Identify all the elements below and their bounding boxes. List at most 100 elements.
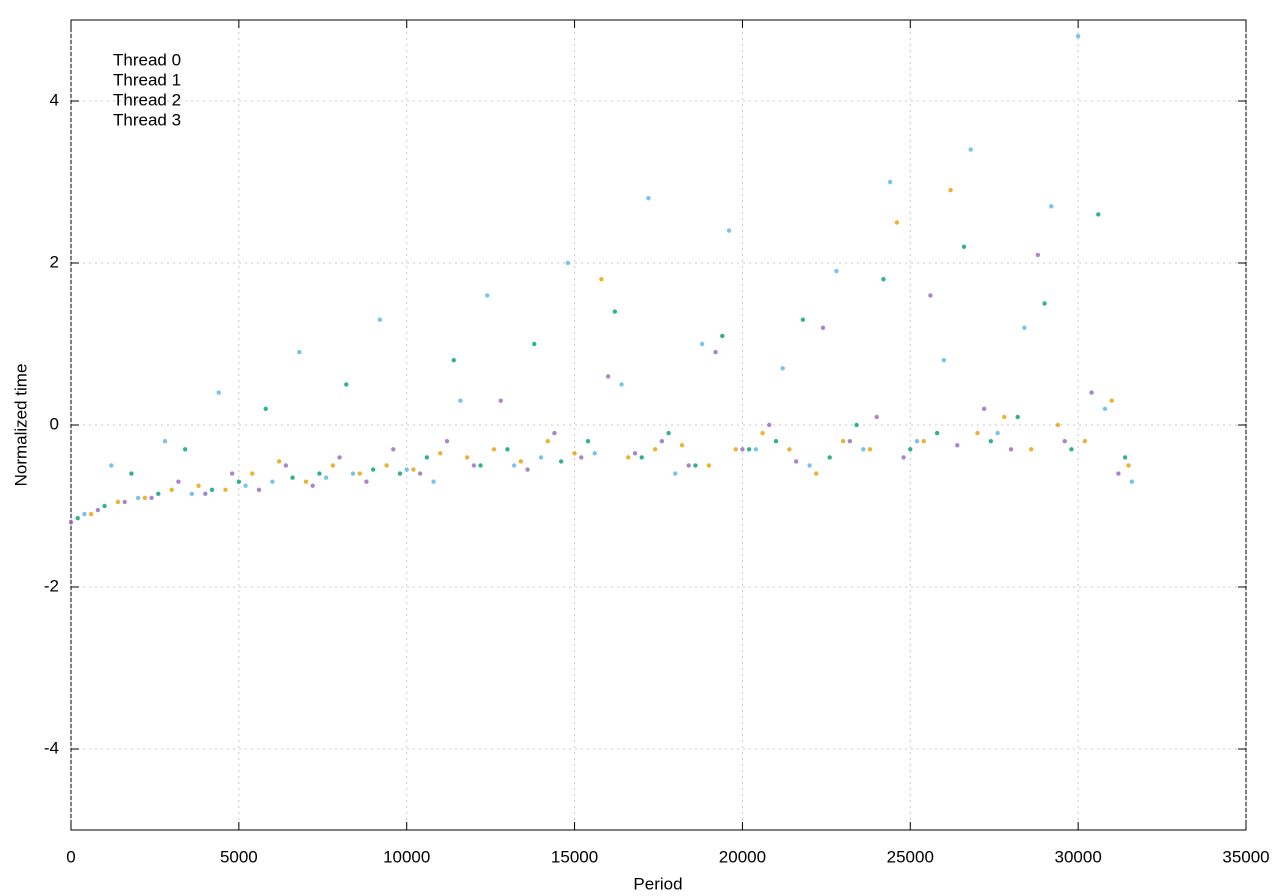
- point: [357, 471, 362, 476]
- point: [605, 374, 611, 379]
- point: [317, 471, 322, 476]
- point: [162, 439, 168, 444]
- point: [458, 398, 463, 403]
- point: [149, 495, 154, 501]
- point: [1096, 212, 1101, 217]
- y-tick-label: 4: [50, 90, 59, 109]
- point: [451, 358, 456, 363]
- point: [471, 463, 477, 468]
- point: [102, 503, 107, 509]
- point: [955, 443, 960, 448]
- point: [746, 447, 752, 452]
- point: [760, 430, 765, 436]
- point: [874, 414, 879, 420]
- point: [223, 487, 228, 492]
- point: [1126, 463, 1131, 468]
- point: [156, 491, 161, 497]
- point: [88, 511, 94, 517]
- point: [109, 463, 114, 468]
- legend-label: Thread 3: [113, 110, 181, 129]
- point: [411, 467, 416, 472]
- x-tick-label: 15000: [551, 847, 598, 866]
- point: [491, 447, 497, 452]
- point: [263, 406, 268, 411]
- point: [444, 439, 450, 444]
- point: [290, 475, 295, 480]
- point: [881, 277, 886, 282]
- point: [236, 479, 242, 484]
- point: [344, 382, 349, 387]
- point: [209, 487, 215, 492]
- point: [478, 463, 483, 468]
- point: [203, 491, 208, 497]
- point: [558, 459, 564, 464]
- point: [511, 463, 517, 468]
- point: [840, 439, 846, 444]
- point: [827, 455, 832, 460]
- point: [572, 451, 577, 456]
- point: [384, 463, 389, 468]
- point: [928, 293, 933, 298]
- point: [337, 455, 342, 460]
- point: [753, 447, 759, 452]
- point: [914, 439, 920, 444]
- point: [626, 455, 631, 460]
- point: [538, 455, 544, 460]
- point: [404, 467, 409, 472]
- point: [176, 479, 181, 484]
- point: [995, 430, 1000, 436]
- x-tick-label: 0: [66, 847, 75, 866]
- point: [948, 187, 953, 193]
- point: [1082, 439, 1088, 444]
- point: [397, 471, 403, 476]
- point: [1116, 471, 1121, 476]
- point: [216, 390, 221, 395]
- point: [297, 349, 302, 355]
- point: [525, 467, 530, 472]
- point: [135, 495, 141, 501]
- point: [854, 422, 859, 428]
- x-tick-label: 10000: [383, 847, 430, 866]
- point: [243, 483, 248, 488]
- point: [485, 293, 490, 298]
- point: [498, 398, 503, 403]
- point: [726, 228, 732, 233]
- point: [75, 515, 80, 521]
- point: [773, 439, 779, 444]
- point: [545, 439, 550, 444]
- point: [1055, 422, 1061, 428]
- point: [599, 277, 604, 282]
- y-axis-label: Normalized time: [11, 364, 30, 487]
- point: [142, 495, 148, 501]
- point: [807, 463, 812, 468]
- point: [934, 430, 940, 436]
- x-tick-label: 25000: [887, 847, 934, 866]
- point: [579, 455, 584, 460]
- point: [981, 406, 987, 411]
- point: [182, 447, 188, 452]
- point: [787, 447, 792, 452]
- point: [652, 447, 658, 452]
- point: [968, 147, 973, 152]
- point: [894, 220, 900, 225]
- point: [1102, 406, 1108, 411]
- point: [552, 430, 557, 436]
- point: [270, 479, 275, 484]
- point: [196, 483, 201, 488]
- point: [377, 317, 383, 322]
- point: [391, 447, 396, 452]
- x-axis-label: Period: [633, 874, 682, 893]
- point: [417, 471, 423, 476]
- point: [666, 430, 671, 436]
- point: [364, 479, 369, 484]
- point: [1129, 479, 1135, 484]
- point: [693, 463, 698, 468]
- point: [1069, 447, 1074, 452]
- y-tick-label: -2: [44, 576, 59, 595]
- point: [780, 366, 785, 371]
- point: [95, 507, 101, 513]
- point: [975, 430, 980, 436]
- point: [350, 471, 356, 476]
- point: [1122, 455, 1128, 460]
